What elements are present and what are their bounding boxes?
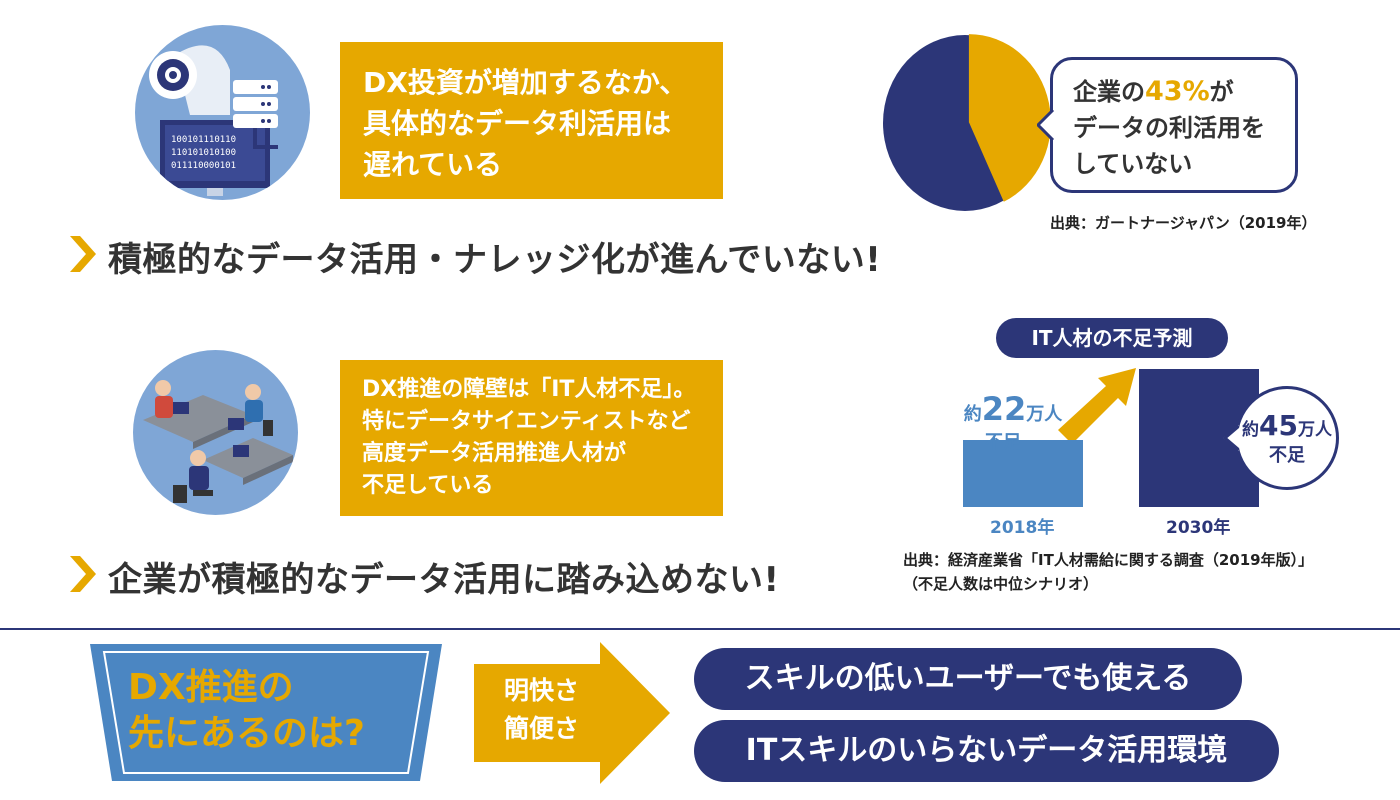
callout-it-shortage: DX推進の障壁は「IT人材不足」。 特にデータサイエンティストなど 高度データ活… — [340, 360, 723, 516]
chart-source-line1: 出典：経済産業省「IT人材需給に関する調査（2019年版）」 — [903, 551, 1314, 569]
pill-low-skill-users: スキルの低いユーザーでも使える — [694, 648, 1242, 710]
bar-2030-value-label: 約45万人 不足 — [1235, 386, 1339, 490]
callout-line: DX投資が増加するなか、 — [363, 66, 688, 99]
ai-illustration: 100101110110 110101010100 011110000101 — [135, 25, 310, 200]
headline-data-usage: 企業が積極的なデータ活用に踏み込めない! — [108, 560, 780, 600]
bubble-text: が — [1209, 78, 1234, 106]
value-suffix: 不足 — [1269, 445, 1305, 466]
value-number: 22 — [981, 390, 1027, 428]
section-divider — [0, 628, 1400, 630]
chevron-right-icon — [70, 556, 96, 592]
svg-text:100101110110: 100101110110 — [171, 135, 236, 145]
bubble-accent-value: 43% — [1145, 76, 1210, 107]
chevron-right-icon — [70, 236, 96, 272]
value-number: 45 — [1259, 409, 1298, 442]
question-line: DX推進の — [128, 667, 294, 708]
bubble-pointer — [1037, 110, 1055, 140]
callout-line: 遅れている — [363, 148, 503, 181]
question-banner — [90, 644, 442, 781]
headline-knowledge: 積極的なデータ活用・ナレッジ化が進んでいない! — [108, 240, 882, 280]
office-workers-icon — [143, 380, 293, 503]
svg-text:110101010100: 110101010100 — [171, 148, 236, 158]
value-prefix: 約 — [963, 404, 982, 425]
question-text: DX推進の 先にあるのは? — [128, 665, 365, 757]
bar-2018-value-label: 約22万人 不足 — [948, 392, 1078, 454]
big-arrow-icon — [474, 642, 670, 784]
value-unit: 万人 — [1026, 404, 1063, 425]
callout-line: 不足している — [362, 473, 494, 498]
svg-text:011110000101: 011110000101 — [171, 161, 236, 171]
growth-arrow-icon — [1058, 368, 1136, 444]
value-suffix: 不足 — [985, 432, 1021, 453]
callout-line: 具体的なデータ利活用は — [363, 107, 672, 140]
value-prefix: 約 — [1242, 420, 1260, 440]
bubble-text: データの利活用を — [1073, 114, 1265, 142]
pie-chart — [883, 34, 1051, 211]
circle-pointer — [1223, 425, 1239, 451]
bubble-text: 企業の — [1073, 78, 1145, 106]
bar-2018 — [963, 440, 1083, 507]
tick-2018: 2018年 — [990, 518, 1055, 538]
value-unit: 万人 — [1297, 420, 1332, 440]
arrow-text: 明快さ 簡便さ — [504, 672, 579, 748]
callout-line: 特にデータサイエンティストなど — [362, 409, 691, 434]
pill-no-it-skill-environment: ITスキルのいらないデータ活用環境 — [694, 720, 1279, 782]
arrow-line: 簡便さ — [504, 714, 580, 743]
tick-2030: 2030年 — [1166, 518, 1231, 538]
chart-source-line2: （不足人数は中位シナリオ） — [903, 575, 1099, 593]
callout-dx-investment: DX投資が増加するなか、 具体的なデータ利活用は 遅れている — [340, 42, 723, 199]
ai-head-server-icon: 100101110110 110101010100 011110000101 — [149, 45, 278, 196]
office-illustration — [133, 350, 298, 515]
pie-bubble: 企業の43%が データの利活用を していない — [1050, 57, 1298, 193]
arrow-line: 明快さ — [504, 676, 580, 705]
chart-title: IT人材の不足予測 — [996, 318, 1228, 358]
pie-slice-not-using — [968, 34, 1051, 202]
bubble-text: していない — [1073, 150, 1193, 178]
callout-line: 高度データ活用推進人材が — [362, 441, 627, 466]
pie-source: 出典：ガートナージャパン（2019年） — [1050, 214, 1317, 232]
question-line: 先にあるのは? — [128, 713, 365, 754]
callout-line: DX推進の障壁は「IT人材不足」。 — [362, 377, 696, 402]
